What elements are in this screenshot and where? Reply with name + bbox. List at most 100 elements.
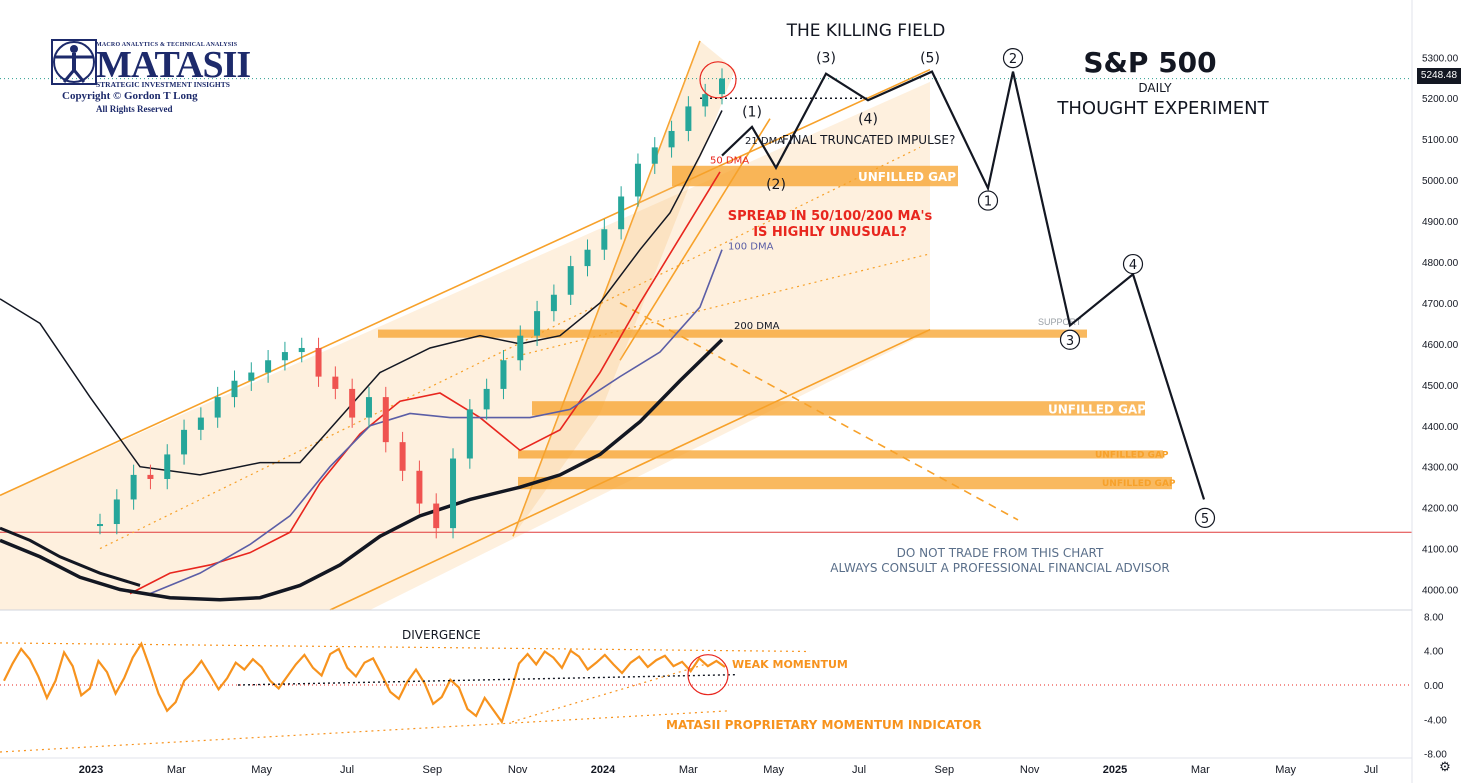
- chart-title: S&P 500: [1083, 46, 1216, 79]
- candle-body: [433, 503, 440, 529]
- gap-zones: UNFILLED GAP UNFILLED GAP UNFILLED GAP UNFI…: [378, 165, 1176, 490]
- candle-body: [550, 294, 557, 312]
- candle-body: [634, 163, 641, 197]
- price-tick-label: 5000.00: [1422, 176, 1459, 187]
- candle-body: [298, 347, 305, 353]
- logo-rights: All Rights Reserved: [96, 104, 173, 114]
- disclaimer-line2: ALWAYS CONSULT A PROFESSIONAL FINANCIAL …: [830, 561, 1169, 575]
- wave-label: (2): [766, 177, 786, 193]
- weak-momentum-label: WEAK MOMENTUM: [732, 658, 848, 671]
- weak-momentum-circle: [687, 654, 729, 696]
- momentum-tick-label: 4.00: [1424, 647, 1444, 658]
- time-tick-label: Mar: [1191, 764, 1210, 776]
- candle-body: [668, 130, 675, 148]
- candle-body: [399, 442, 406, 471]
- momentum-line: [3, 641, 726, 725]
- top-highlight-circle: [699, 61, 737, 99]
- ma-21-line: [0, 110, 723, 476]
- candle-body: [265, 360, 272, 373]
- price-tick-label: 4600.00: [1422, 340, 1459, 351]
- candle-body: [567, 266, 574, 295]
- price-tick-label: 5200.00: [1422, 94, 1459, 105]
- candle-body: [416, 470, 423, 504]
- time-tick-label: 2024: [591, 764, 616, 776]
- chart-subtitle2: THOUGHT EXPERIMENT: [1056, 98, 1269, 119]
- dotted-trend-b: [499, 253, 931, 361]
- candle-body: [197, 417, 204, 430]
- price-tick-label: 5100.00: [1422, 135, 1459, 146]
- candle-body: [601, 229, 608, 250]
- ma-label: 100 DMA: [728, 242, 774, 253]
- candle-body: [500, 360, 507, 389]
- wave-label: 3: [1066, 334, 1074, 349]
- channel-shade: [0, 81, 930, 610]
- gap-zone: [672, 165, 958, 187]
- gap-label: UNFILLED GAP: [1095, 450, 1169, 460]
- price-tick-label: 4700.00: [1422, 299, 1459, 310]
- time-axis[interactable]: 2023 Mar May Jul Sep Nov 2024 Mar May Jul Sep Nov 20…: [0, 757, 1412, 776]
- time-tick-label: Jul: [340, 764, 354, 776]
- ma-100-line: [149, 249, 723, 595]
- time-tick-label: 2023: [79, 764, 103, 776]
- time-tick-label: Sep: [423, 764, 443, 776]
- wave-projection-path: [721, 70, 1206, 500]
- candle-body: [281, 352, 288, 361]
- logo-tagline: MACRO ANALYTICS & TECHNICAL ANALYSIS: [96, 42, 238, 48]
- candle-body: [534, 311, 541, 336]
- time-tick-label: May: [763, 764, 784, 776]
- price-tick-label: 5300.00: [1422, 53, 1459, 64]
- wave-label: (4): [858, 112, 878, 128]
- candle-body: [651, 147, 658, 164]
- candle-body: [181, 429, 188, 455]
- divergence-label: DIVERGENCE: [402, 628, 481, 642]
- candle-body: [685, 106, 692, 131]
- candle-body: [483, 388, 490, 410]
- spread-note-line1: SPREAD IN 50/100/200 MA's: [728, 209, 933, 224]
- settings-gear-icon[interactable]: ⚙: [1439, 759, 1451, 774]
- price-tick-label: 4000.00: [1422, 586, 1459, 597]
- time-tick-label: Jul: [1364, 764, 1378, 776]
- candle-body: [517, 335, 524, 361]
- final-impulse-note: FINAL TRUNCATED IMPULSE?: [782, 133, 955, 147]
- support-label: SUPPORT: [1038, 317, 1082, 327]
- wave-circle: [1059, 329, 1081, 350]
- candle-body: [97, 524, 103, 527]
- wave-label: 4: [1129, 258, 1137, 273]
- candle-body: [719, 78, 725, 95]
- candle-body: [231, 380, 238, 398]
- wave-label: (5): [920, 50, 940, 66]
- gap-zone: [518, 476, 1172, 490]
- price-tick-label: 4900.00: [1422, 217, 1459, 228]
- last-price-badge: 5248.48: [1417, 68, 1461, 84]
- candle-body: [332, 376, 339, 389]
- gap-zone: [378, 329, 1087, 338]
- logo-subtitle: STRATEGIC INVESTMENT INSIGHTS: [96, 80, 230, 89]
- price-axis[interactable]: 4000.00 4100.00 4200.00 4300.00 4400.00 4500.…: [1411, 0, 1459, 783]
- candle-body: [349, 388, 356, 418]
- candle-body: [130, 474, 137, 500]
- price-tick-label: 4300.00: [1422, 463, 1459, 474]
- candle-body: [214, 397, 221, 418]
- chart-annotations: THE KILLING FIELD S&P 500 DAILY THOUGHT EXP…: [728, 21, 1270, 575]
- candle-body: [315, 347, 322, 377]
- time-tick-label: Jul: [852, 764, 866, 776]
- price-tick-label: 4800.00: [1422, 258, 1459, 269]
- candle-body: [450, 458, 457, 529]
- moving-averages: 21 DMA 50 DMA 100 DMA 200 DMA: [0, 110, 784, 602]
- candle-body: [618, 196, 625, 230]
- momentum-indicator-name: MATASII PROPRIETARY MOMENTUM INDICATOR: [666, 718, 982, 732]
- candle-body: [466, 409, 473, 459]
- logo-copyright: Copyright © Gordon T Long: [62, 90, 198, 102]
- candle-body: [113, 499, 120, 525]
- wave-circle: [1122, 253, 1144, 275]
- channel-upper-line: [0, 68, 931, 497]
- time-tick-label: May: [1275, 764, 1296, 776]
- price-series: [97, 61, 737, 539]
- candle-body: [248, 372, 255, 381]
- wave-label: (3): [816, 50, 836, 66]
- logo-name: MATASII: [96, 44, 251, 86]
- candle-body: [382, 397, 389, 443]
- momentum-tick-label: 8.00: [1424, 612, 1444, 623]
- disclaimer-line1: DO NOT TRADE FROM THIS CHART: [897, 546, 1104, 560]
